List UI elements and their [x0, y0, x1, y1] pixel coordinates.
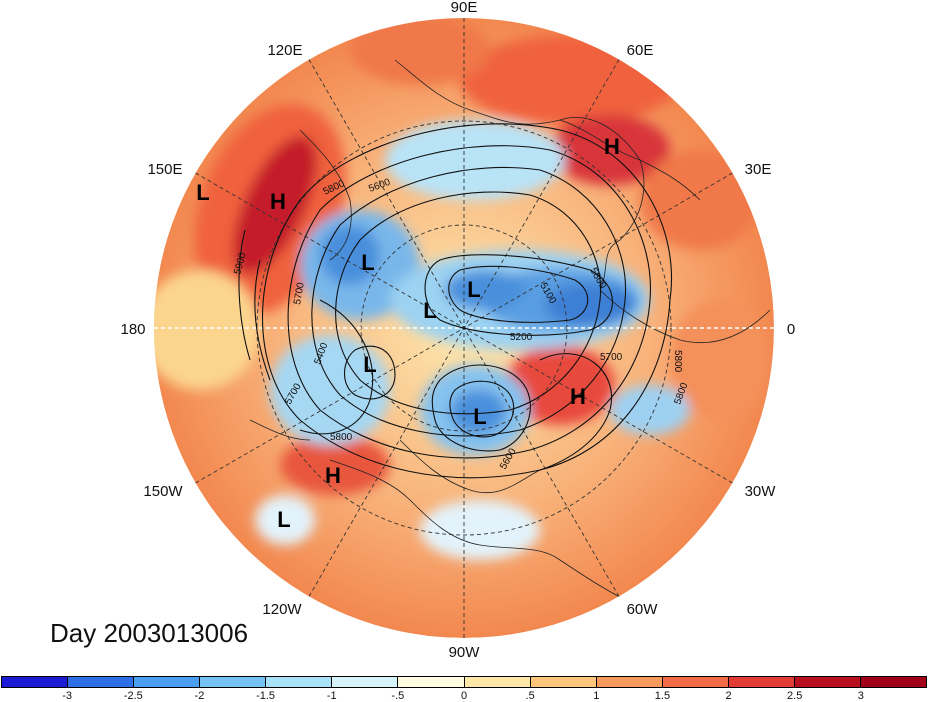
lon-label-60e: 60E [627, 42, 654, 59]
colorbar-swatch [794, 677, 862, 687]
lon-label-90w: 90W [449, 644, 481, 661]
coastlines [249, 59, 771, 611]
height-contours [238, 123, 672, 479]
colorbar-tick-label: 2.5 [787, 690, 803, 702]
colorbar-tick-label: -1 [326, 690, 337, 702]
colorbar-swatch [68, 677, 135, 687]
contour-label: 5200 [510, 332, 533, 343]
high-center: H [604, 134, 620, 159]
low-center: L [277, 507, 290, 532]
lon-label-150w: 150W [143, 483, 183, 500]
colorbar-tick-label: -2.5 [123, 690, 143, 702]
lon-label-30w: 30W [745, 483, 777, 500]
low-center: L [467, 277, 480, 302]
contour-label: 5700 [600, 352, 623, 363]
colorbar-tick-label: 1.5 [654, 690, 671, 702]
high-center: H [325, 463, 341, 488]
low-center: L [473, 404, 486, 429]
colorbar-swatch [662, 677, 729, 687]
low-center: L [361, 250, 374, 275]
colorbar-tick-label: .5 [525, 690, 535, 702]
colorbar-swatch [200, 677, 267, 687]
low-center: L [363, 352, 376, 377]
lon-label-60w: 60W [627, 601, 659, 618]
colorbar-tick-label: 1 [593, 690, 600, 702]
longitude-labels: 90E 120E 60E 150E 30E 180 0 150W 30W 120… [120, 0, 795, 661]
colorbar-tick-label: -2 [194, 690, 205, 702]
lon-label-90e: 90E [451, 0, 478, 16]
colorbar-swatch [266, 677, 333, 687]
pressure-centers: H L H L L L L L H H L [196, 134, 620, 532]
colorbar-swatch [332, 677, 399, 687]
lon-label-120w: 120W [262, 601, 302, 618]
low-center: L [423, 298, 436, 323]
colorbar-swatch [861, 677, 927, 687]
colorbar-labels: -3 -2.5 -2 -1.5 -1 -.5 0 .5 1 1.5 2 2.5 3 [0, 690, 928, 702]
colorbar-swatch [530, 677, 597, 687]
lon-label-150e: 150E [147, 161, 182, 178]
colorbar-tick-label: -1.5 [256, 690, 276, 702]
colorbar-swatch [596, 677, 663, 687]
colorbar-swatch [464, 677, 531, 687]
lon-label-120e: 120E [267, 42, 302, 59]
low-center: L [196, 180, 209, 205]
colorbar-tick-label: 2 [725, 690, 732, 702]
high-center: H [270, 189, 286, 214]
colorbar-swatch [728, 677, 795, 687]
day-title: Day 2003013006 [50, 618, 249, 648]
high-center: H [570, 384, 586, 409]
colorbar-tick-label: -3 [62, 690, 73, 702]
colorbar-swatch [2, 677, 69, 687]
contour-label: 5800 [672, 350, 683, 373]
lon-label-0: 0 [787, 321, 795, 338]
colorbar-swatch [398, 677, 465, 687]
colorbar-tick-label: 3 [857, 690, 864, 702]
colorbar-swatch [134, 677, 201, 687]
colorbar-tick-label: 0 [460, 690, 468, 702]
colorbar [1, 676, 927, 688]
colorbar-tick-label: -.5 [391, 690, 405, 702]
lon-label-30e: 30E [745, 161, 772, 178]
contour-label: 5800 [330, 432, 353, 443]
lon-label-180: 180 [120, 321, 145, 338]
contour-label: 5700 [292, 281, 307, 305]
